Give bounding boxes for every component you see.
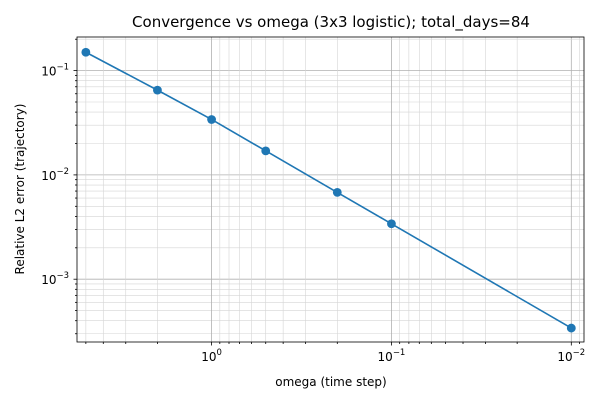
data-point	[332, 187, 342, 197]
data-point	[387, 219, 396, 229]
x-tick-label: 10−1	[378, 348, 406, 364]
y-tick-label: 10−3	[41, 271, 69, 287]
data-point	[261, 146, 271, 156]
data-point	[207, 115, 216, 124]
chart-title: Convergence vs omega (3x3 logistic); tot…	[132, 13, 530, 32]
x-tick-label: 10−2	[557, 348, 585, 364]
y-tick-label: 10−1	[41, 63, 69, 79]
series	[81, 47, 576, 333]
data-point	[566, 323, 576, 333]
data-point	[153, 85, 162, 95]
y-tick-label: 10−2	[41, 167, 69, 183]
x-tick-label: 100	[201, 348, 222, 364]
plot-area	[76, 36, 585, 343]
grid	[77, 37, 584, 342]
data-point	[81, 47, 91, 57]
x-axis-label: omega (time step)	[275, 375, 386, 389]
y-axis-label: Relative L2 error (trajectory)	[13, 104, 27, 275]
axis-ticks: 100 10−1 10−2 10−1 10−2 10−3	[41, 38, 585, 364]
